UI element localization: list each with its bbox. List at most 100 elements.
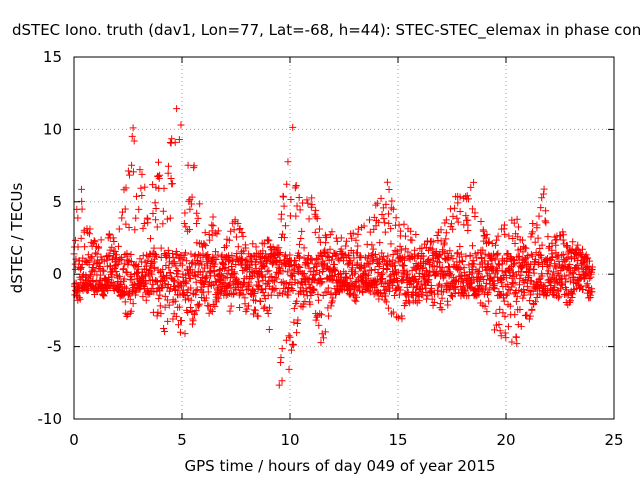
data-point bbox=[181, 278, 189, 286]
data-point bbox=[182, 280, 190, 288]
data-point bbox=[232, 233, 240, 241]
data-point bbox=[189, 317, 197, 325]
data-point bbox=[96, 263, 104, 271]
data-point bbox=[559, 228, 567, 236]
data-point bbox=[501, 230, 509, 238]
data-point bbox=[387, 225, 395, 233]
data-point bbox=[275, 381, 283, 389]
data-point bbox=[193, 219, 201, 227]
data-point bbox=[200, 240, 208, 248]
data-point bbox=[584, 262, 592, 270]
data-point bbox=[212, 255, 220, 263]
data-point bbox=[540, 283, 548, 291]
data-point bbox=[378, 249, 386, 257]
data-point bbox=[225, 236, 233, 244]
data-point bbox=[576, 250, 584, 258]
data-point bbox=[481, 257, 489, 265]
data-point bbox=[491, 326, 499, 334]
data-point bbox=[469, 257, 477, 265]
data-point bbox=[211, 260, 219, 268]
data-point bbox=[275, 244, 283, 252]
data-point bbox=[171, 297, 179, 305]
data-point bbox=[112, 268, 120, 276]
data-point bbox=[183, 291, 191, 299]
data-point bbox=[354, 242, 362, 250]
data-point bbox=[438, 263, 446, 271]
data-point bbox=[477, 217, 485, 225]
data-point bbox=[170, 258, 178, 266]
data-point bbox=[378, 211, 386, 219]
data-point bbox=[470, 178, 478, 186]
data-point bbox=[538, 241, 546, 249]
data-point bbox=[264, 309, 272, 317]
data-point bbox=[308, 256, 316, 264]
data-point bbox=[364, 255, 372, 263]
data-point bbox=[352, 297, 360, 305]
data-point bbox=[84, 229, 92, 237]
data-point bbox=[586, 257, 594, 265]
data-point bbox=[380, 215, 388, 223]
data-point bbox=[373, 276, 381, 284]
data-point bbox=[442, 216, 450, 224]
data-point bbox=[457, 265, 465, 273]
data-point bbox=[208, 221, 216, 229]
data-point bbox=[280, 234, 288, 242]
data-point bbox=[330, 272, 338, 280]
data-point bbox=[562, 255, 570, 263]
data-point bbox=[513, 215, 521, 223]
data-point bbox=[286, 251, 294, 259]
data-point bbox=[75, 294, 83, 302]
data-point bbox=[243, 286, 251, 294]
data-point bbox=[95, 243, 103, 251]
data-point bbox=[199, 250, 207, 258]
data-point bbox=[154, 158, 162, 166]
data-point bbox=[170, 276, 178, 284]
data-point bbox=[219, 279, 227, 287]
data-point bbox=[370, 225, 378, 233]
data-point bbox=[145, 267, 153, 275]
data-point bbox=[389, 250, 397, 258]
data-point bbox=[324, 249, 332, 257]
data-point bbox=[141, 183, 149, 191]
data-point bbox=[483, 230, 491, 238]
data-point bbox=[129, 124, 137, 132]
data-point bbox=[139, 224, 147, 232]
data-point bbox=[183, 257, 191, 265]
data-point bbox=[527, 277, 535, 285]
data-point bbox=[471, 209, 479, 217]
data-point bbox=[294, 249, 302, 257]
data-point bbox=[231, 274, 239, 282]
data-point bbox=[222, 242, 230, 250]
data-point bbox=[312, 206, 320, 214]
data-point bbox=[351, 279, 359, 287]
data-point bbox=[267, 291, 275, 299]
y-tick-label: 0 bbox=[52, 265, 62, 283]
data-point bbox=[583, 280, 591, 288]
data-point bbox=[180, 220, 188, 228]
data-point bbox=[454, 249, 462, 257]
data-point bbox=[394, 314, 402, 322]
data-point bbox=[236, 303, 244, 311]
data-point bbox=[76, 295, 84, 303]
data-point bbox=[395, 221, 403, 229]
data-point bbox=[202, 294, 210, 302]
data-point bbox=[434, 282, 442, 290]
data-point bbox=[574, 241, 582, 249]
data-point bbox=[91, 267, 99, 275]
data-point bbox=[521, 244, 529, 252]
data-point bbox=[161, 292, 169, 300]
data-point bbox=[115, 225, 123, 233]
data-point bbox=[196, 200, 204, 208]
data-point bbox=[456, 193, 464, 201]
data-point bbox=[524, 252, 532, 260]
data-point bbox=[323, 288, 331, 296]
data-point bbox=[557, 232, 565, 240]
data-point bbox=[395, 283, 403, 291]
data-point bbox=[569, 238, 577, 246]
data-point bbox=[328, 299, 336, 307]
data-point bbox=[324, 284, 332, 292]
data-point bbox=[426, 259, 434, 267]
data-point bbox=[379, 253, 387, 261]
data-point bbox=[504, 323, 512, 331]
data-point bbox=[326, 245, 334, 253]
